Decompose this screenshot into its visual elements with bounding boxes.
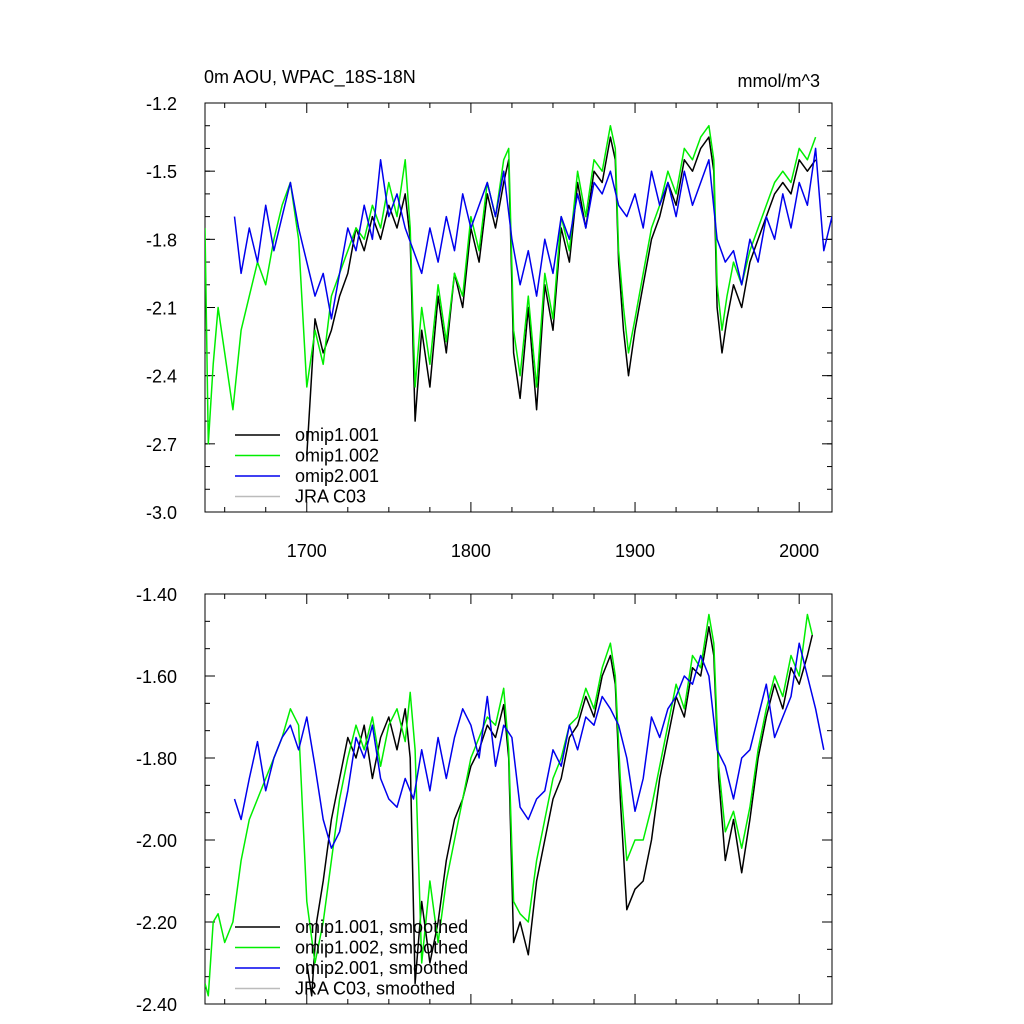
top-ytick-label: -2.7 (146, 435, 177, 455)
bottom-ytick-label: -1.40 (136, 585, 177, 605)
bottom-legend-label-3: omip2.001, smoothed (295, 958, 468, 978)
top-series-line-3 (233, 147, 832, 320)
top-series-line-1 (306, 136, 817, 456)
bottom-series-line-2 (205, 613, 814, 997)
bottom-ytick-label: -1.80 (136, 749, 177, 769)
top-xtick-label: 2000 (779, 541, 819, 561)
bottom-ytick-label: -2.00 (136, 831, 177, 851)
top-xtick-label: 1800 (451, 541, 491, 561)
bottom-panel: -2.40 -2.20 -2.00 -1.80 -1.60 -1.40 omip1.001,… (136, 585, 833, 1015)
top-series-line-2 (205, 124, 817, 445)
top-ytick-label: -3.0 (146, 503, 177, 523)
top-xtick-label: 1900 (615, 541, 655, 561)
bottom-series-line-3 (233, 642, 825, 849)
top-ytick-label: -1.8 (146, 230, 177, 250)
bottom-legend-label-1: omip1.001, smoothed (295, 917, 468, 937)
bottom-legend-label-4: JRA C03, smoothed (295, 979, 455, 999)
bottom-ytick-label: -2.20 (136, 913, 177, 933)
top-legend-label-3: omip2.001 (295, 466, 379, 486)
top-chart-units: mmol/m^3 (738, 71, 820, 91)
top-panel: 0m AOU, WPAC_18S-18N mmol/m^3 -3.0 -2.7 -2… (146, 67, 833, 561)
top-xtick-label: 1700 (287, 541, 327, 561)
top-ytick-label: -1.5 (146, 162, 177, 182)
top-legend-label-4: JRA C03 (295, 487, 366, 507)
top-ytick-label: -1.2 (146, 94, 177, 114)
bottom-plot-frame (204, 593, 833, 1005)
top-legend-label-2: omip1.002 (295, 446, 379, 466)
bottom-legend-label-2: omip1.002, smoothed (295, 938, 468, 958)
bottom-ytick-label: -2.40 (136, 995, 177, 1015)
bottom-ytick-label: -1.60 (136, 667, 177, 687)
top-chart-title: 0m AOU, WPAC_18S-18N (204, 67, 416, 88)
top-ytick-label: -2.4 (146, 367, 177, 387)
top-legend-label-1: omip1.001 (295, 425, 379, 445)
top-ytick-label: -2.1 (146, 299, 177, 319)
